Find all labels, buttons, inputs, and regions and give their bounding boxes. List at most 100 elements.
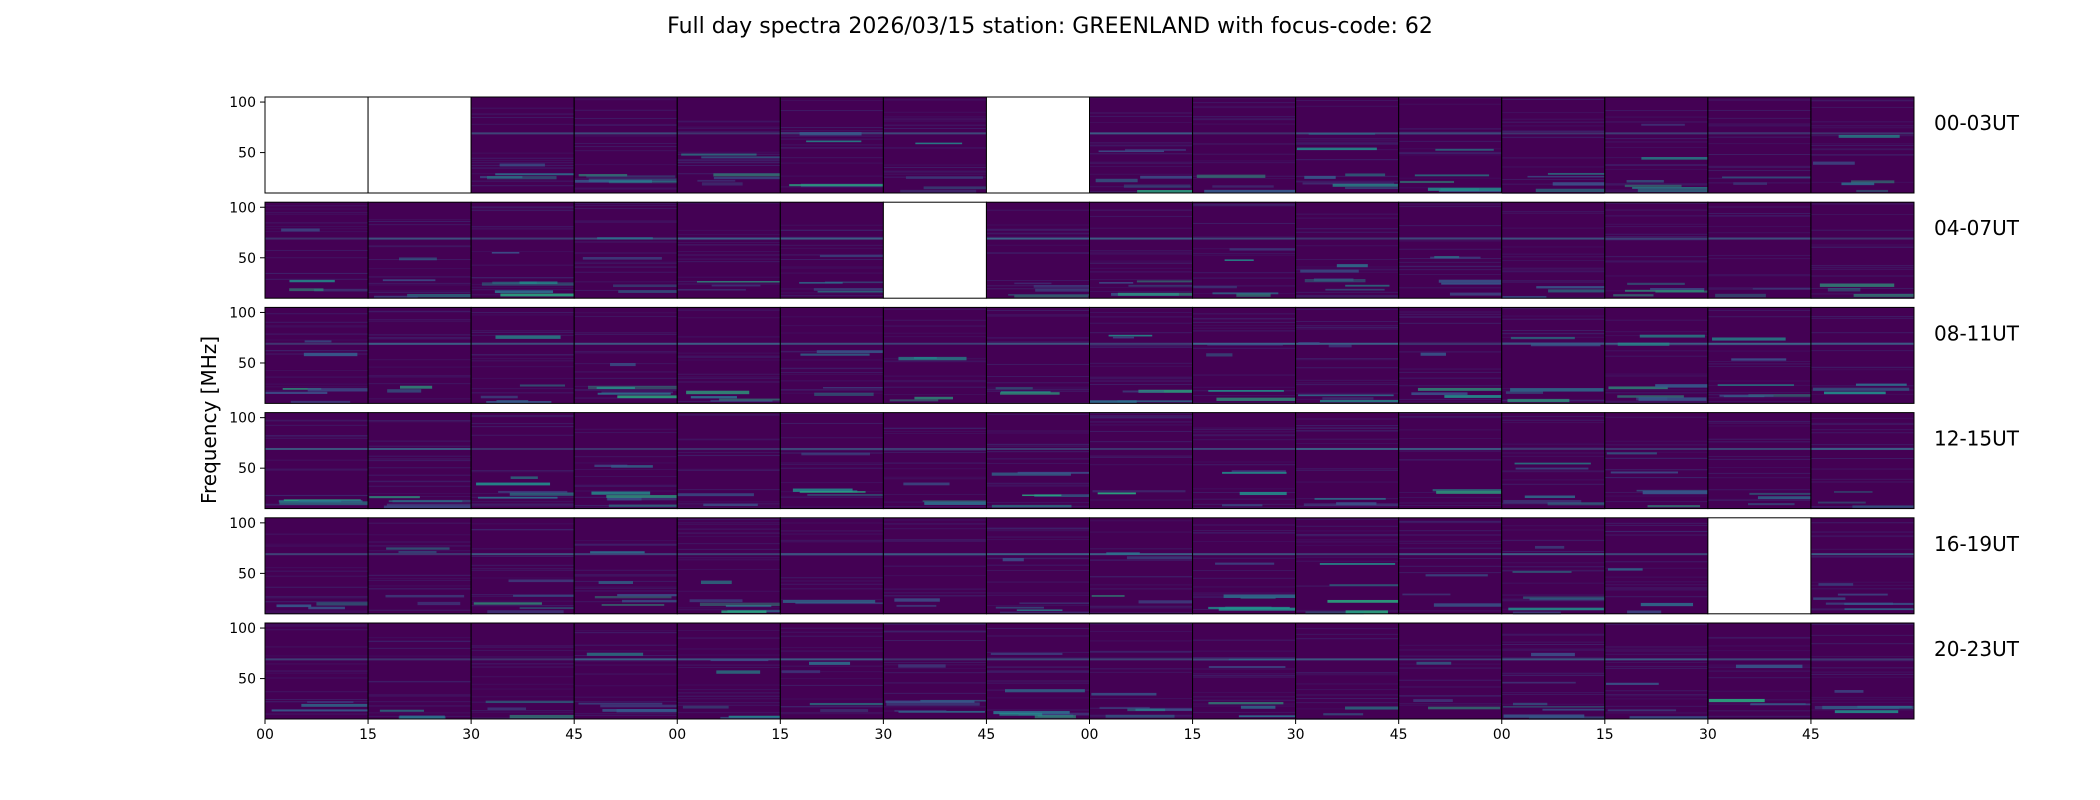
spectral-line-mid <box>611 465 653 468</box>
spectral-line-70mhz <box>1089 237 1193 240</box>
panel-background <box>1810 97 1914 193</box>
spectral-texture <box>1501 483 1605 485</box>
spectral-line-low <box>1449 292 1502 296</box>
spectral-line-mid <box>1501 681 1576 684</box>
spectral-line-low <box>498 490 568 493</box>
spectral-texture <box>1501 308 1605 310</box>
spectral-texture <box>677 702 781 704</box>
spectral-texture <box>1501 539 1605 541</box>
row-label: 16-19UT <box>1934 532 2020 556</box>
spectral-line-mid <box>1108 334 1153 337</box>
spectral-texture <box>677 352 781 354</box>
spectral-texture <box>1295 535 1399 537</box>
spectral-texture <box>1604 662 1708 664</box>
spectral-texture <box>1707 499 1811 501</box>
spectral-texture <box>986 680 1090 682</box>
x-tick-label: 15 <box>1184 727 1202 743</box>
spectral-line-70mhz <box>1604 237 1708 240</box>
spectral-texture <box>1501 130 1605 132</box>
panel-background <box>1707 412 1811 509</box>
spectrum-panel <box>573 412 678 510</box>
spectral-texture <box>1192 668 1296 670</box>
spectral-texture <box>1398 655 1502 657</box>
spectral-texture <box>471 434 575 436</box>
spectral-texture <box>1707 123 1811 125</box>
spectral-texture <box>471 701 575 703</box>
spectral-texture <box>883 523 987 525</box>
spectral-texture <box>883 451 987 453</box>
spectral-texture <box>574 150 678 152</box>
spectral-line-low <box>1844 602 1914 605</box>
spectral-texture <box>1192 285 1296 287</box>
spectral-texture <box>986 594 1090 596</box>
spectral-texture <box>1089 271 1193 273</box>
spectral-texture <box>780 496 884 498</box>
spectral-texture <box>1089 380 1193 382</box>
spectral-line-mid <box>800 353 870 356</box>
spectral-texture <box>1295 698 1399 700</box>
spectral-texture <box>368 579 472 581</box>
spectrum-panel <box>779 201 884 299</box>
spectral-texture <box>471 358 575 360</box>
spectral-texture <box>1295 683 1399 685</box>
spectral-texture <box>1089 162 1193 164</box>
spectral-texture <box>1295 468 1399 470</box>
spectral-line-mid <box>1610 471 1678 474</box>
spectral-line-low <box>1128 284 1193 287</box>
spectral-texture <box>1810 244 1914 246</box>
spectral-line-mid <box>476 482 551 486</box>
spectral-texture <box>1604 576 1708 578</box>
spectral-texture <box>574 125 678 127</box>
spectral-texture <box>265 208 369 210</box>
spectral-texture <box>677 127 781 129</box>
spectral-line-70mhz <box>1398 553 1502 556</box>
spectrum-panel <box>1501 622 1606 720</box>
spectral-texture <box>1501 470 1605 472</box>
spectral-texture <box>1089 253 1193 255</box>
spectral-texture <box>471 696 575 698</box>
spectral-texture <box>1604 705 1708 707</box>
spectral-texture <box>1707 489 1811 491</box>
spectral-texture <box>368 291 472 293</box>
spectral-texture <box>1089 97 1193 99</box>
spectral-line-low <box>1834 710 1899 714</box>
spectral-line-low <box>1708 698 1765 703</box>
spectral-line-low <box>500 293 575 297</box>
spectral-texture <box>677 590 781 592</box>
spectral-texture <box>1707 401 1811 403</box>
spectral-line-low <box>799 281 843 284</box>
spectral-texture <box>1089 144 1193 146</box>
spectral-texture <box>368 366 472 368</box>
panel-background <box>1295 307 1399 404</box>
spectral-texture <box>1501 569 1605 571</box>
spectral-line-low <box>713 173 781 177</box>
spectral-texture <box>1295 541 1399 543</box>
spectral-texture <box>471 157 575 159</box>
spectral-texture <box>368 282 472 284</box>
spectral-texture <box>1089 291 1193 293</box>
spectral-texture <box>780 522 884 524</box>
spectral-texture <box>883 379 987 381</box>
spectrum-panel <box>676 517 781 615</box>
spectral-line-low <box>578 702 663 705</box>
spectral-texture <box>1810 481 1914 483</box>
spectral-texture <box>574 660 678 662</box>
spectral-line-low <box>1440 188 1480 192</box>
spectral-texture <box>1398 557 1502 559</box>
spectral-texture <box>1707 690 1811 692</box>
spectral-texture <box>471 207 575 209</box>
spectral-texture <box>1707 154 1811 156</box>
spectral-texture <box>1192 116 1296 118</box>
spectral-texture <box>1810 317 1914 319</box>
spectral-texture <box>780 99 884 101</box>
spectral-line-low <box>290 400 351 404</box>
spectral-texture <box>265 597 369 599</box>
spectral-texture <box>1398 658 1502 660</box>
spectral-texture <box>1501 529 1605 531</box>
spectral-texture <box>1810 696 1914 698</box>
spectral-texture <box>1192 435 1296 437</box>
spectral-texture <box>883 319 987 321</box>
spectral-line-70mhz <box>1501 237 1605 240</box>
spectral-texture <box>1398 203 1502 205</box>
spectral-texture <box>1398 377 1502 379</box>
